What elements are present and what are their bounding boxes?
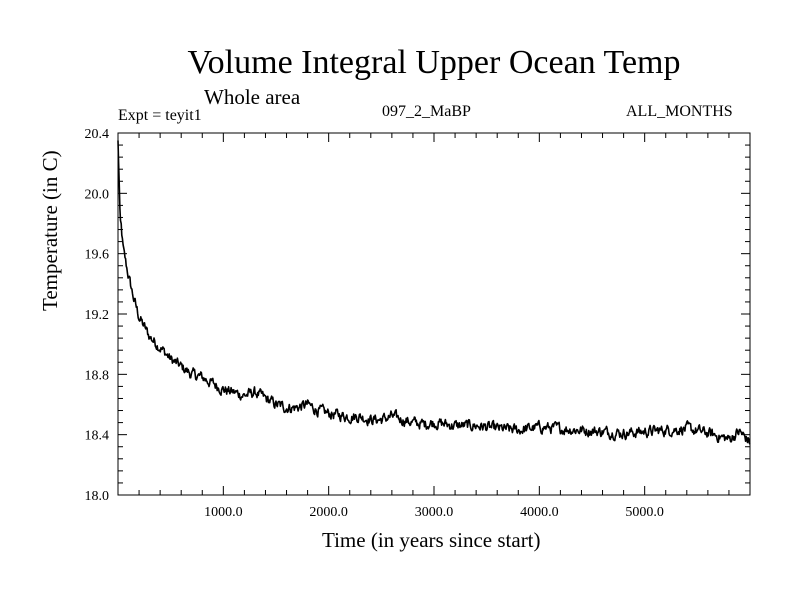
axis-tick-labels: 1000.0 2000.0 3000.0 4000.0 5000.0 18.0 18.4 18… [85,127,664,520]
x-tick-label: 5000.0 [625,505,664,520]
axis-ticks [118,133,750,495]
x-axis-label: Time (in years since start) [322,528,541,552]
chart-subtitle: Whole area [204,85,301,109]
y-tick-label: 19.6 [85,248,110,263]
plot-frame [117,132,751,496]
y-tick-label: 20.0 [85,187,110,202]
y-tick-label: 18.8 [85,368,110,383]
y-tick-label: 18.4 [85,429,110,444]
series-line-teyit1 [117,140,751,445]
x-tick-label: 3000.0 [415,505,454,520]
chart-title: Volume Integral Upper Ocean Temp [187,44,681,81]
months-label: ALL_MONTHS [626,103,733,120]
experiment-label: Expt = teyit1 [118,107,202,124]
x-tick-label: 4000.0 [520,505,559,520]
y-tick-label: 20.4 [85,127,110,142]
y-tick-label: 19.2 [85,308,110,323]
x-tick-label: 1000.0 [204,505,243,520]
run-label: 097_2_MaBP [382,103,471,120]
x-tick-label: 2000.0 [309,505,348,520]
y-tick-label: 18.0 [85,489,110,504]
